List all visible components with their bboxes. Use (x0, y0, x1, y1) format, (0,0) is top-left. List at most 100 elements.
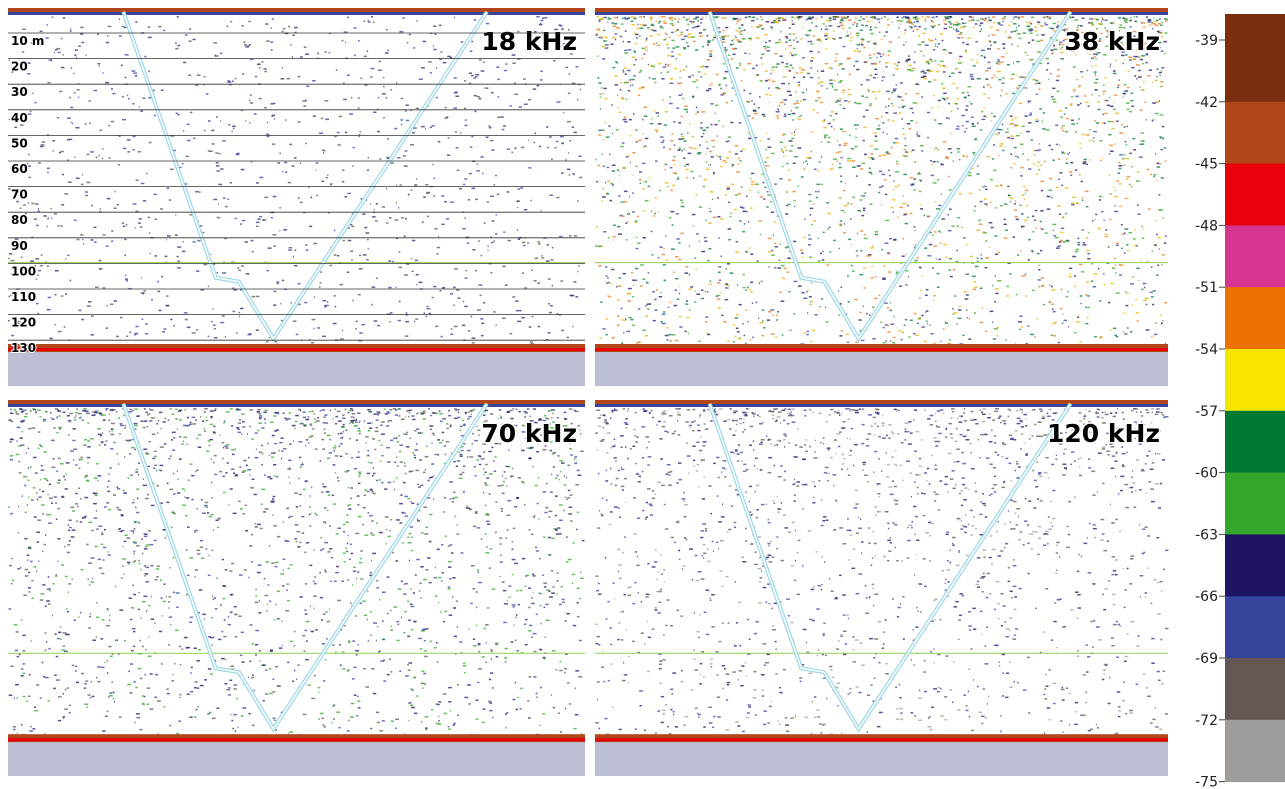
echo-speckle (870, 32, 874, 35)
echo-speckle (630, 20, 634, 23)
echo-speckle (876, 52, 880, 54)
echo-speckle (686, 132, 689, 134)
echo-speckle (1013, 146, 1017, 149)
echo-speckle (947, 214, 949, 216)
echo-speckle (721, 41, 726, 43)
echo-speckle (962, 334, 965, 337)
echo-speckle (781, 82, 785, 85)
echo-speckle (798, 115, 801, 118)
echo-speckle (506, 485, 508, 487)
echo-speckle (182, 250, 186, 253)
echo-speckle (371, 490, 374, 493)
echo-speckle (944, 23, 947, 25)
echo-speckle (35, 278, 38, 280)
echo-speckle (811, 300, 814, 303)
echo-speckle (287, 661, 290, 664)
echo-speckle (884, 324, 888, 326)
echo-speckle (287, 181, 292, 184)
echo-speckle (561, 598, 565, 601)
echo-speckle (654, 81, 657, 84)
echo-speckle (135, 325, 139, 328)
echo-speckle (1038, 62, 1043, 65)
echo-speckle (876, 128, 881, 130)
echo-speckle (258, 412, 261, 415)
echo-speckle (346, 74, 350, 76)
echo-speckle (405, 104, 409, 106)
echo-speckle (622, 71, 625, 73)
echo-speckle (771, 254, 775, 256)
echo-speckle (776, 319, 778, 321)
echo-speckle (617, 315, 620, 317)
echo-speckle (774, 267, 777, 269)
echo-speckle (227, 80, 231, 82)
echo-speckle (90, 239, 94, 241)
echo-speckle (718, 156, 722, 158)
echo-speckle (896, 163, 899, 165)
echo-speckle (120, 316, 123, 319)
echo-speckle (1027, 159, 1029, 161)
echo-speckle (1095, 213, 1098, 216)
echo-speckle (345, 429, 348, 432)
echo-speckle (915, 83, 920, 85)
echo-speckle (207, 285, 209, 288)
echo-speckle (881, 248, 883, 251)
echo-speckle (979, 287, 983, 289)
echo-speckle (255, 295, 260, 298)
echo-speckle (220, 168, 224, 170)
echo-speckle (915, 334, 919, 337)
surface-band (8, 12, 585, 15)
echo-speckle (289, 640, 294, 643)
echo-speckle (746, 210, 748, 213)
echo-speckle (1072, 255, 1077, 258)
echo-speckle (273, 452, 276, 454)
echo-speckle (993, 169, 997, 172)
echo-speckle (599, 96, 601, 98)
echo-speckle (475, 76, 478, 78)
echo-speckle (800, 114, 803, 117)
echo-speckle (1016, 74, 1018, 76)
echo-speckle (1115, 335, 1119, 338)
echo-speckle (924, 18, 926, 20)
echo-speckle (373, 208, 375, 211)
echo-speckle (943, 328, 945, 330)
echo-speckle (540, 19, 544, 22)
echo-speckle (904, 137, 906, 140)
echo-speckle (272, 234, 277, 236)
echo-speckle (17, 532, 20, 534)
echo-speckle (528, 529, 531, 531)
echo-speckle (371, 216, 376, 218)
echo-speckle (221, 315, 225, 317)
echo-speckle (676, 178, 680, 180)
echo-speckle (818, 77, 820, 79)
echo-speckle (855, 136, 857, 139)
echo-speckle (832, 119, 835, 121)
echo-speckle (1007, 136, 1010, 139)
echo-speckle (199, 684, 204, 687)
echo-speckle (545, 619, 550, 621)
echo-speckle (313, 595, 317, 597)
echo-speckle (1070, 50, 1072, 52)
echo-speckle (142, 292, 145, 295)
echo-speckle (743, 89, 746, 91)
echo-speckle (482, 426, 486, 429)
echo-speckle (650, 24, 654, 26)
echo-speckle (634, 221, 637, 224)
echo-speckle (850, 203, 853, 205)
echo-speckle (408, 33, 412, 36)
echo-speckle (997, 60, 1001, 63)
echo-speckle (783, 99, 787, 101)
echo-speckle (457, 533, 460, 535)
echo-speckle (371, 520, 374, 522)
echo-speckle (637, 242, 641, 244)
echo-speckle (624, 49, 627, 52)
echo-speckle (691, 136, 694, 138)
echo-speckle (1157, 41, 1162, 44)
echo-speckle (838, 144, 842, 146)
echo-speckle (1152, 81, 1154, 84)
echo-speckle (602, 93, 604, 95)
echo-speckle (701, 250, 706, 253)
echo-speckle (1156, 101, 1159, 103)
echo-speckle (438, 235, 439, 238)
echo-speckle (1062, 216, 1065, 218)
echo-speckle (952, 313, 955, 315)
